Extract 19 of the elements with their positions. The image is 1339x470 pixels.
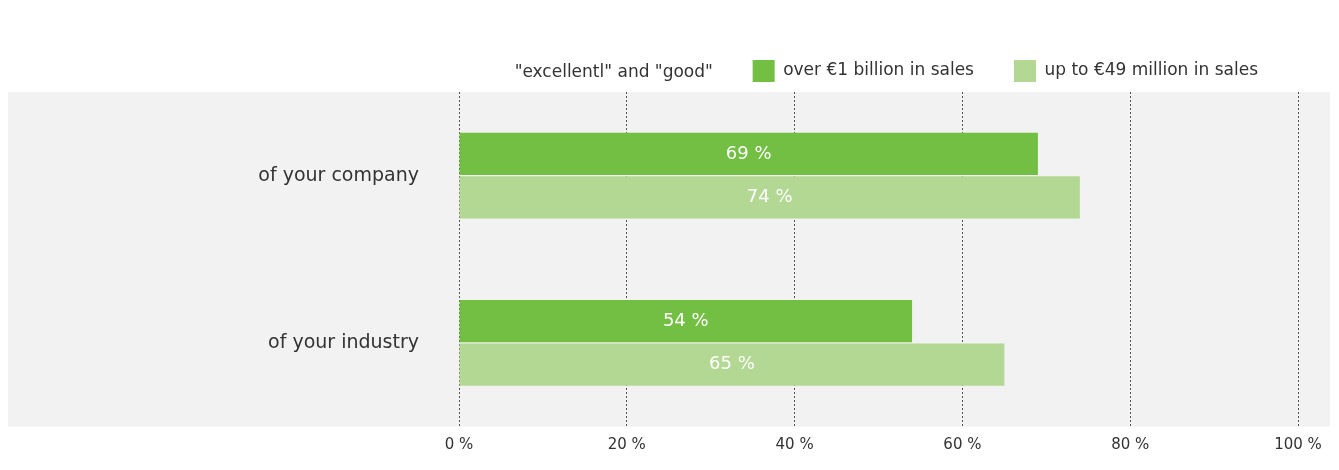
y-tick-label: of your industry	[268, 329, 419, 352]
bar	[459, 300, 913, 343]
data-label: 65 %	[709, 352, 755, 374]
x-tick-label: 20 %	[607, 435, 646, 454]
bar	[459, 176, 1080, 219]
x-tick-label: 60 %	[943, 435, 982, 454]
data-label: 74 %	[746, 185, 793, 207]
legend-label: up to €49 million in sales	[1044, 59, 1259, 80]
data-label: 54 %	[662, 308, 709, 330]
y-tick-label: of your company	[258, 162, 419, 185]
x-tick-label: 0 %	[444, 435, 474, 454]
bar	[459, 132, 1038, 175]
legend-title: "excellentl" and "good"	[514, 61, 713, 81]
x-tick-label: 40 %	[775, 435, 814, 454]
x-tick-label: 80 %	[1111, 435, 1150, 454]
data-label: 69 %	[725, 141, 772, 163]
legend-label: over €1 billion in sales	[783, 59, 975, 80]
x-tick-label: 100 %	[1274, 435, 1322, 454]
bar	[459, 343, 1005, 386]
